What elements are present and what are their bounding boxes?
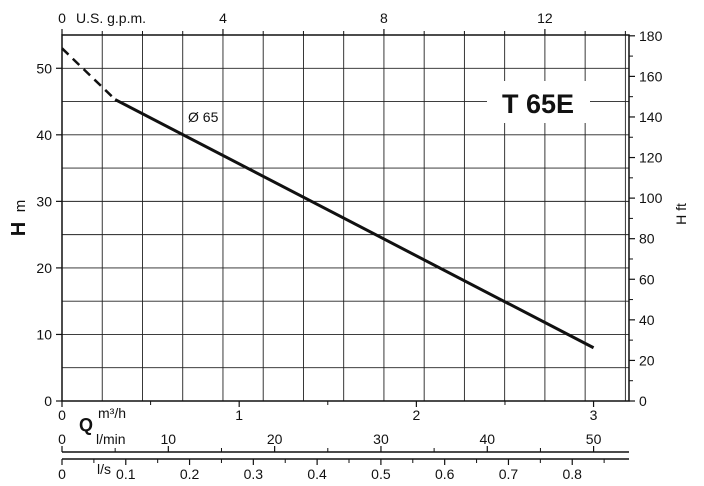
lmin-tick-label: 50 (586, 431, 602, 447)
left-axis-title-unit: m (12, 200, 29, 213)
m3h-tick-label: 2 (412, 407, 420, 423)
left-tick-label: 10 (36, 326, 52, 342)
bottom-axis-lmin-unit: l/min (96, 431, 126, 447)
left-axis-title-main: H (8, 222, 30, 236)
m3h-tick-label: 1 (235, 407, 243, 423)
lmin-tick-label: 20 (267, 431, 283, 447)
right-tick-label: 60 (639, 271, 655, 287)
ls-tick-label: 0.3 (244, 466, 264, 482)
lmin-tick-label: 30 (373, 431, 389, 447)
chart-title: T 65E (502, 89, 574, 119)
ls-tick-label: 0.7 (499, 466, 519, 482)
ls-tick-label: 0.6 (435, 466, 455, 482)
ls-tick-label: 0 (58, 466, 66, 482)
lmin-tick-label: 40 (479, 431, 495, 447)
m3h-tick-label: 0 (58, 407, 66, 423)
lmin-tick-label: 10 (161, 431, 177, 447)
bottom-axis-m3h-unit: m³/h (98, 405, 126, 421)
ls-tick-label: 0.4 (307, 466, 327, 482)
left-axis-ticks: 0 10 20 30 40 50 (36, 60, 62, 409)
right-tick-label: 140 (639, 109, 663, 125)
ls-tick-label: 0.5 (371, 466, 391, 482)
svg-text:H m: H m (8, 200, 30, 236)
series-curve-dashed (61, 47, 117, 101)
top-tick-label: 8 (380, 10, 388, 26)
top-axis-ticks: 0 4 8 12 (58, 10, 626, 35)
top-axis-unit: U.S. g.p.m. (76, 10, 146, 26)
top-tick-label: 0 (58, 10, 66, 26)
title-box (487, 81, 590, 123)
series-curve (114, 98, 595, 350)
bottom-axes-ticks: 0 1 2 30 10 20 30 40 500 0.1 0.2 0.3 0.4 0.5 0.6 0.7 0.8 (58, 401, 605, 482)
right-tick-label: 120 (639, 150, 663, 166)
right-tick-label: 100 (639, 190, 663, 206)
left-tick-label: 20 (36, 260, 52, 276)
left-tick-label: 0 (44, 393, 52, 409)
ls-tick-label: 0.1 (116, 466, 136, 482)
left-tick-label: 50 (36, 60, 52, 76)
right-tick-label: 160 (639, 68, 663, 84)
ls-tick-label: 0.2 (180, 466, 200, 482)
lmin-tick-label: 0 (58, 431, 66, 447)
series-label: Ø 65 (188, 109, 219, 125)
bottom-axis-q-label: Q (79, 415, 93, 435)
bottom-axis-ls-unit: l/s (97, 461, 111, 477)
top-tick-label: 12 (537, 10, 553, 26)
right-tick-label: 180 (639, 28, 663, 44)
left-tick-label: 40 (36, 127, 52, 143)
right-tick-label: 0 (639, 393, 647, 409)
right-axis-title: H ft (673, 203, 689, 225)
m3h-tick-label: 3 (590, 407, 598, 423)
right-tick-label: 40 (639, 312, 655, 328)
right-tick-label: 20 (639, 352, 655, 368)
right-tick-label: 80 (639, 231, 655, 247)
left-tick-label: 30 (36, 193, 52, 209)
left-axis-title: H m (8, 200, 30, 236)
ls-tick-label: 0.8 (563, 466, 583, 482)
right-axis-ticks: 0 20 40 60 80 100 120 140 160 180 (629, 28, 663, 409)
top-tick-label: 4 (219, 10, 227, 26)
